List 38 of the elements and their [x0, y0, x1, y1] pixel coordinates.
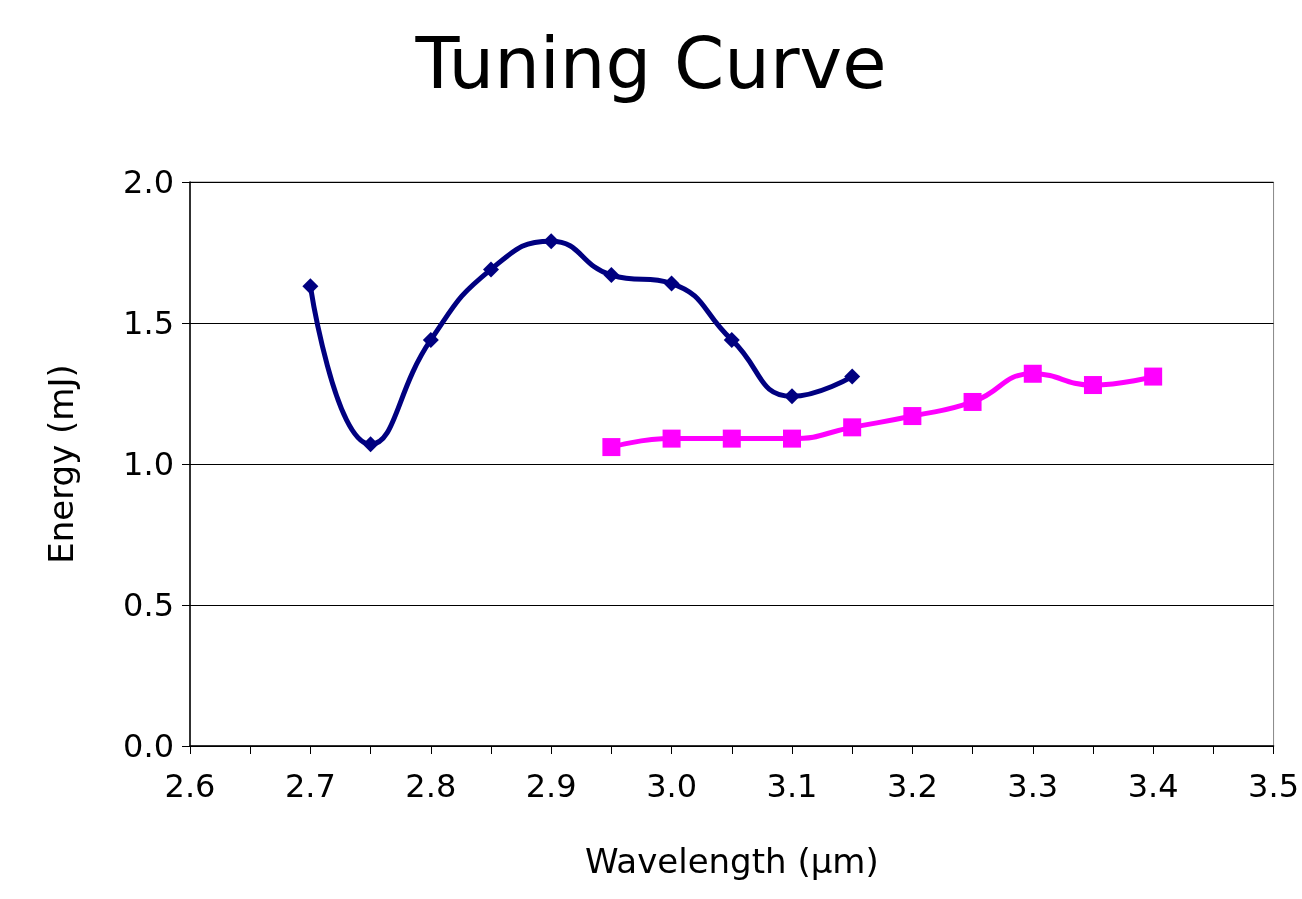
- point: [603, 267, 620, 284]
- x-axis-title: Wavelength (μm): [584, 841, 879, 881]
- point: [602, 438, 621, 457]
- x-tick-label: 3.1: [766, 767, 818, 805]
- point: [663, 275, 680, 292]
- point: [482, 261, 499, 278]
- y-tick-label: 2.0: [123, 163, 174, 201]
- y-tick-label: 1.5: [123, 304, 174, 342]
- point: [362, 436, 379, 453]
- y-tick-label: 1.0: [123, 445, 174, 483]
- y-tick-label: 0.5: [123, 586, 174, 624]
- x-tick-label: 3.3: [1007, 767, 1059, 805]
- point: [963, 392, 982, 411]
- point: [302, 278, 319, 295]
- point: [783, 388, 800, 405]
- y-tick-label: 0.0: [123, 727, 174, 765]
- point: [543, 233, 560, 250]
- point: [1023, 364, 1042, 383]
- point: [843, 418, 862, 437]
- x-tick-label: 2.8: [405, 767, 457, 805]
- x-tick-label: 2.9: [525, 767, 577, 805]
- point: [903, 407, 922, 426]
- point: [1083, 376, 1102, 395]
- point: [723, 331, 740, 348]
- point: [662, 429, 681, 448]
- point: [844, 368, 861, 385]
- x-tick-label: 3.4: [1127, 767, 1179, 805]
- x-tick-label: 2.6: [164, 767, 216, 805]
- point: [422, 331, 439, 348]
- y-axis-title: Energy (mJ): [41, 364, 81, 564]
- point: [722, 429, 741, 448]
- x-tick-label: 3.5: [1248, 767, 1299, 805]
- x-tick-label: 2.7: [284, 767, 336, 805]
- x-tick-label: 3.2: [886, 767, 938, 805]
- point: [1144, 367, 1163, 386]
- x-tick-label: 3.0: [646, 767, 698, 805]
- point: [782, 429, 801, 448]
- chart-title: Tuning Curve: [414, 21, 887, 105]
